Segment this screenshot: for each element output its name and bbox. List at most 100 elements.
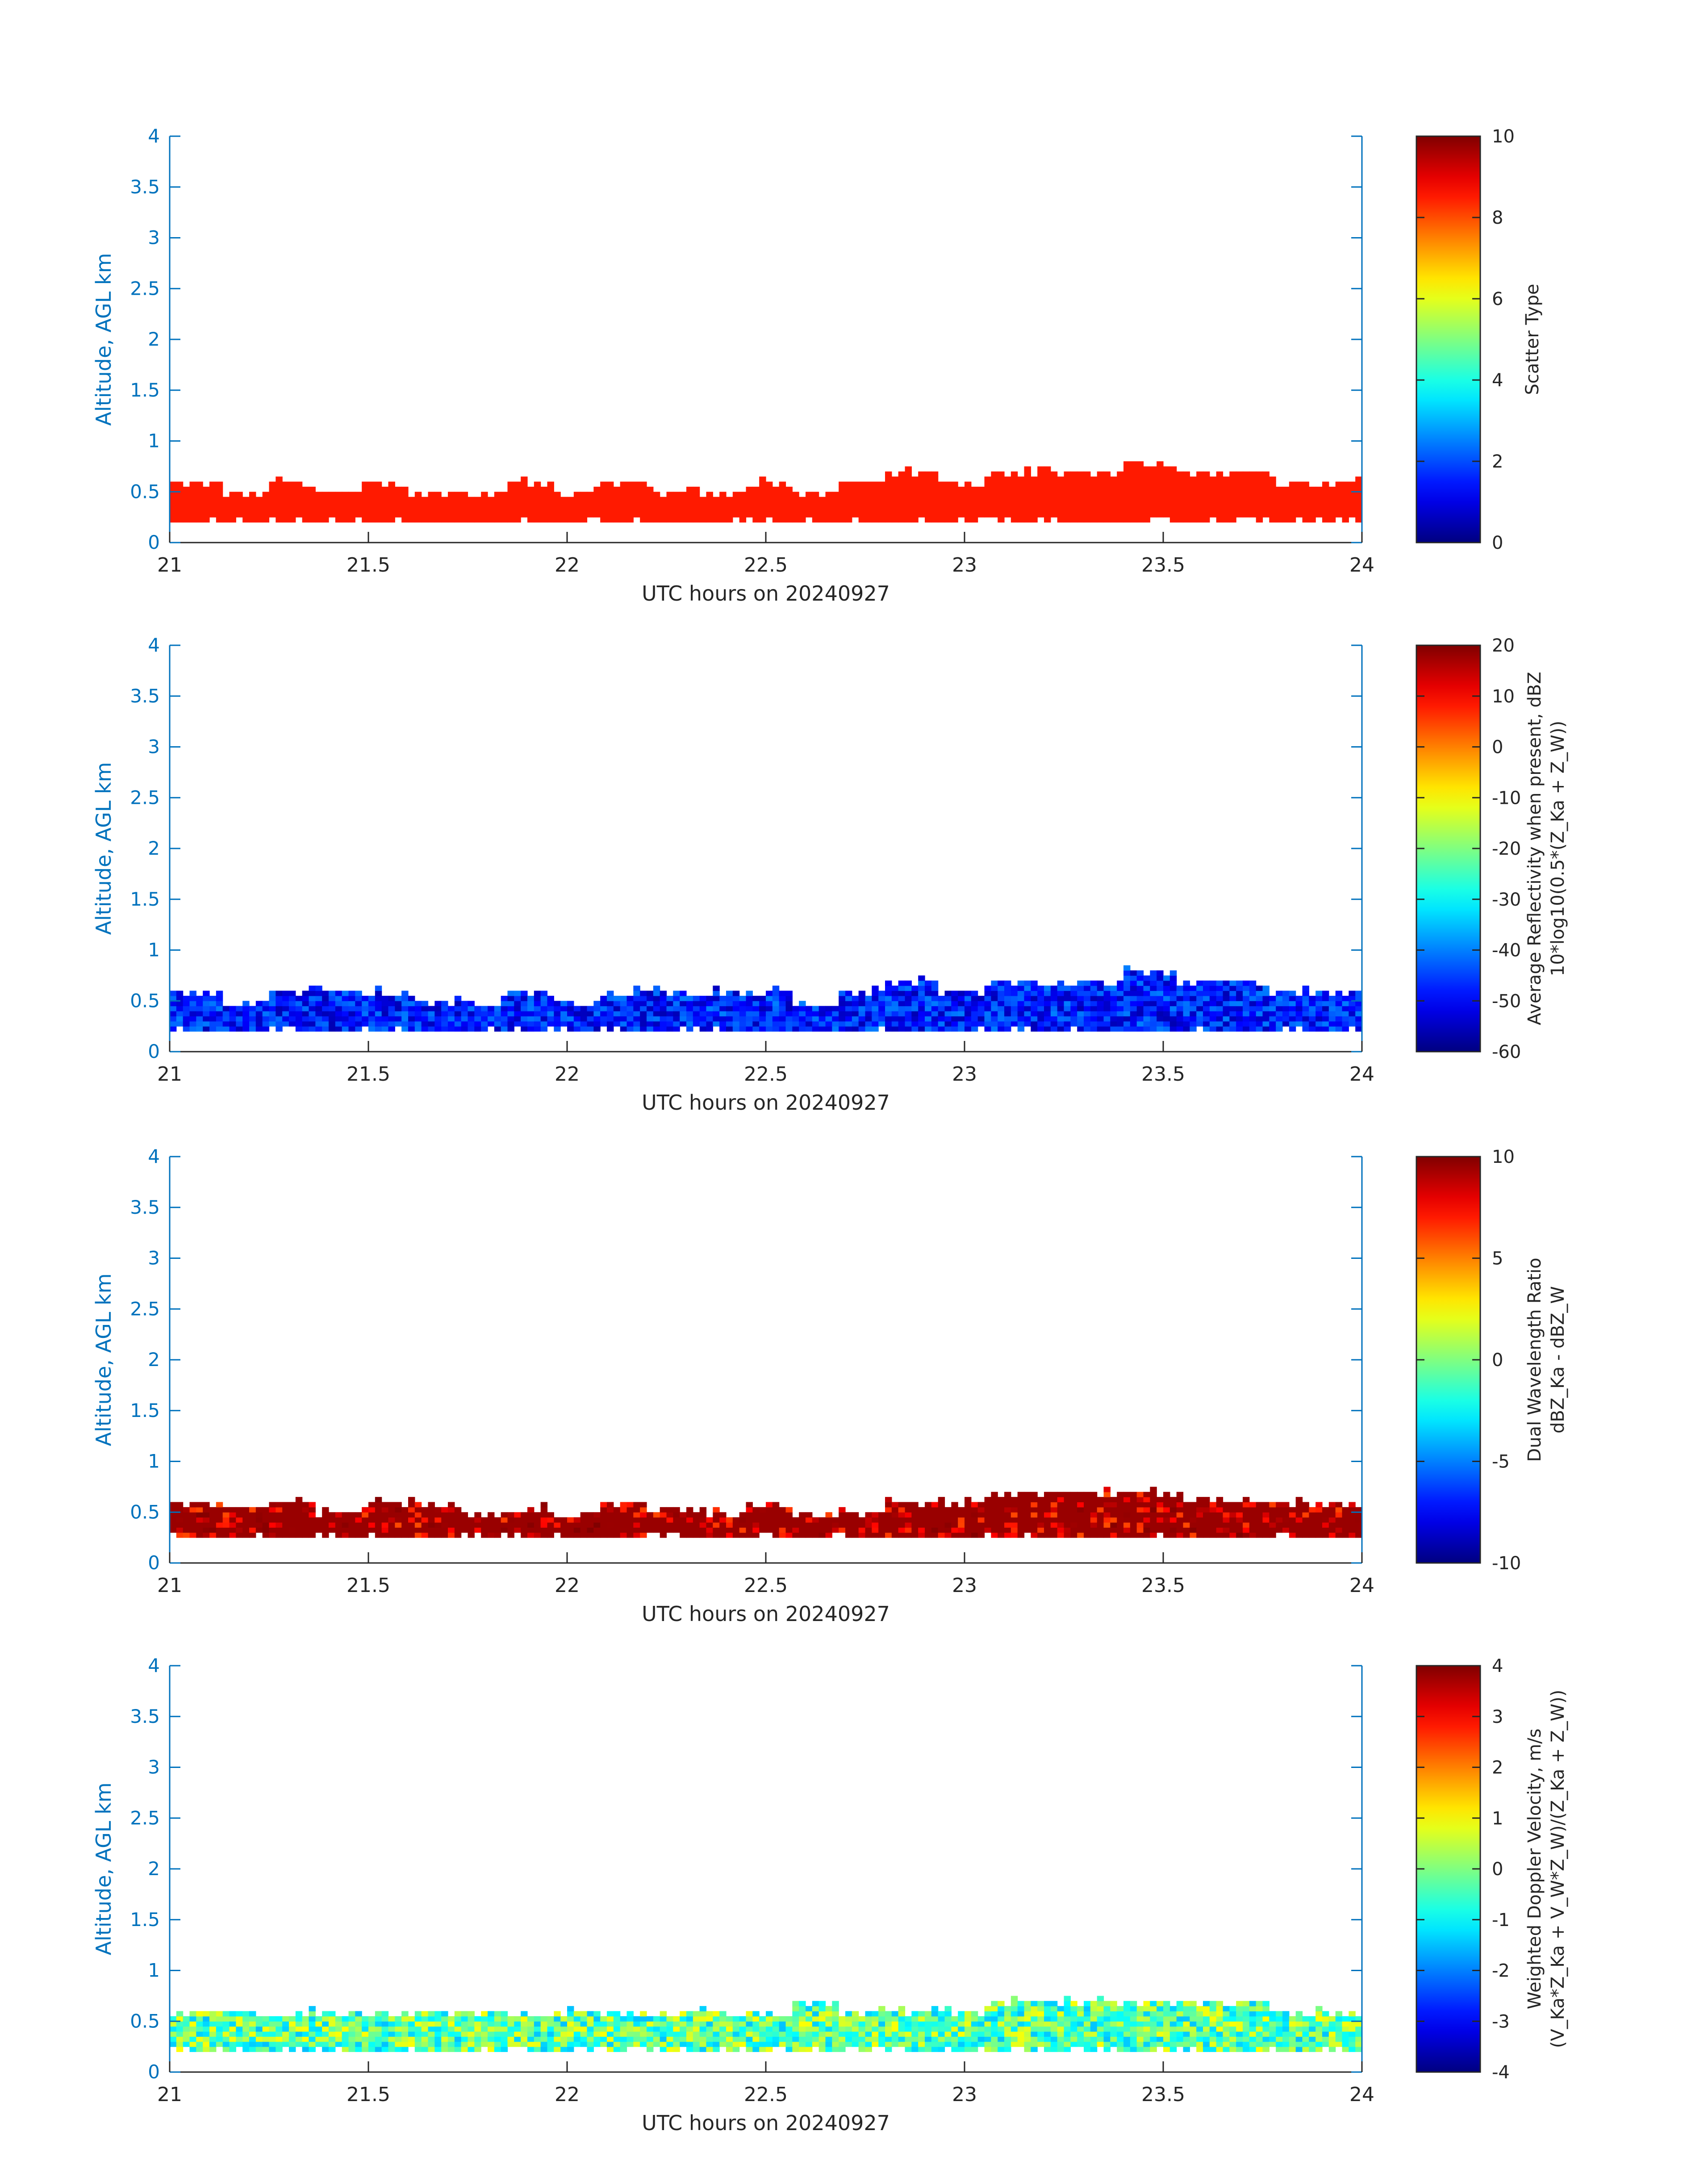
heatmap-cell [381,486,389,492]
heatmap-cell [567,1522,574,1528]
heatmap-cell [918,1517,925,1523]
heatmap-cell [998,1497,1005,1503]
heatmap-cell [342,1512,349,1518]
heatmap-cell [1024,476,1031,482]
heatmap-cell [872,1006,879,1011]
heatmap-cell [1169,1507,1177,1513]
heatmap-cell [1216,1532,1224,1538]
heatmap-cell [1236,1527,1243,1533]
heatmap-cell [229,2021,236,2027]
heatmap-cell [1256,1527,1263,1533]
heatmap-cell [938,486,945,492]
heatmap-cell [951,1006,958,1011]
heatmap-cell [1136,975,1144,981]
heatmap-cell [1276,502,1283,507]
heatmap-cell [593,1001,601,1007]
heatmap-cell [1150,1016,1157,1022]
heatmap-cell [269,486,276,492]
heatmap-cell [1163,1517,1170,1523]
heatmap-cell [965,517,972,523]
heatmap-cell [289,995,296,1001]
heatmap-cell [216,1507,223,1513]
heatmap-cell [1136,1502,1144,1508]
heatmap-cell [196,486,203,492]
heatmap-cell [276,517,283,523]
heatmap-cell [236,2016,243,2022]
heatmap-cell [448,517,455,523]
heatmap-cell [977,492,985,497]
heatmap-cell [348,2011,355,2017]
heatmap-cell [998,481,1005,487]
heatmap-cell [1289,1532,1296,1538]
heatmap-cell [362,512,369,518]
heatmap-cell [1157,970,1164,976]
heatmap-cell [567,2041,574,2047]
heatmap-cell [1355,517,1362,523]
heatmap-cell [494,1006,501,1011]
y-tick-label: 2.5 [130,786,160,808]
heatmap-cell [984,1512,991,1518]
heatmap-cell [249,1522,256,1528]
heatmap-cell [1090,517,1098,523]
heatmap-cell [540,1026,548,1032]
heatmap-cell [839,517,846,523]
heatmap-cell [196,1026,203,1032]
heatmap-cell [329,2036,336,2042]
heatmap-cell [534,1011,541,1016]
heatmap-cell [1057,481,1065,487]
heatmap-cell [1136,497,1144,502]
heatmap-cell [792,1016,799,1022]
heatmap-cell [1269,1517,1276,1523]
heatmap-cell [1269,1001,1276,1007]
heatmap-cell [673,1517,680,1523]
heatmap-cell [1229,471,1236,477]
heatmap-cell [368,1001,376,1007]
heatmap-cell [1342,1001,1349,1007]
heatmap-cell [1289,1006,1296,1011]
heatmap-cell [507,2031,514,2037]
heatmap-cell [189,2036,196,2042]
heatmap-cell [421,1512,429,1518]
heatmap-cell [1216,517,1224,523]
heatmap-cell [507,497,514,502]
heatmap-cell [395,2036,402,2042]
heatmap-cell [1355,995,1362,1001]
heatmap-cell [1011,517,1018,523]
heatmap-cell [905,471,912,477]
heatmap-cell [792,492,799,497]
heatmap-cell [342,1026,349,1032]
y-tick-label: 1 [148,430,160,452]
heatmap-cell [196,2016,203,2022]
heatmap-cell [448,1507,455,1513]
heatmap-cell [454,507,462,513]
heatmap-cell [1031,980,1038,986]
heatmap-cell [925,1517,932,1523]
heatmap-cell [448,1026,455,1032]
heatmap-cell [1097,1001,1104,1007]
heatmap-cell [521,1026,528,1032]
heatmap-cell [971,517,978,523]
heatmap-cell [1057,1507,1065,1513]
heatmap-cell [1262,1517,1270,1523]
heatmap-cell [322,2047,329,2052]
heatmap-cell [633,995,640,1001]
heatmap-cell [1136,1492,1144,1497]
heatmap-cell [255,2026,263,2032]
heatmap-cell [203,990,210,996]
heatmap-cell [1216,1517,1224,1523]
heatmap-cell [1123,1011,1131,1016]
heatmap-cell [666,1527,673,1533]
heatmap-cell [276,1522,283,1528]
heatmap-cell [620,2016,627,2022]
heatmap-cell [368,1502,376,1508]
heatmap-cell [401,512,409,518]
heatmap-cell [315,1006,322,1011]
heatmap-cell [454,1006,462,1011]
heatmap-cell [739,2026,747,2032]
heatmap-cell [1037,471,1044,477]
heatmap-cell [381,2021,389,2027]
heatmap-cell [713,2047,720,2052]
heatmap-cell [587,2031,594,2037]
heatmap-cell [799,1026,806,1032]
heatmap-cell [170,1021,177,1027]
